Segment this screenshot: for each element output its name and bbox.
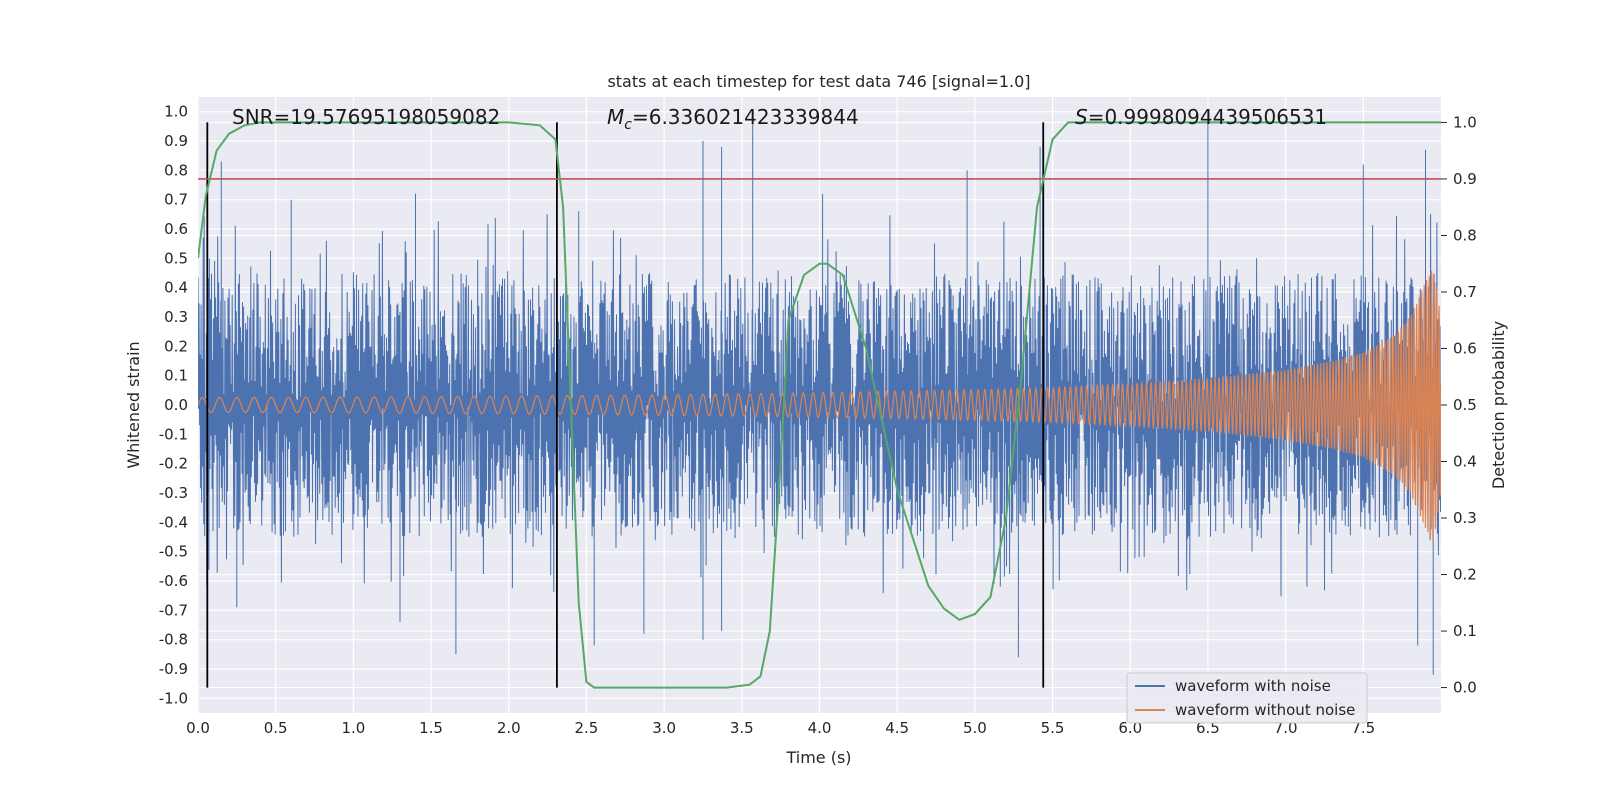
x-tick-label: 3.5 (730, 719, 754, 737)
y-right-tick-label: 0.7 (1453, 283, 1477, 301)
y-tick-label: 0.6 (164, 220, 188, 238)
y-tick-label: 1.0 (164, 103, 188, 121)
x-tick-label: 3.0 (652, 719, 676, 737)
y-right-tick-label: 0.0 (1453, 679, 1477, 697)
y-tick-label: -0.1 (159, 425, 188, 443)
y-tick-label: -0.7 (159, 601, 188, 619)
x-tick-label: 1.5 (419, 719, 443, 737)
y-tick-label: 0.7 (164, 191, 188, 209)
x-tick-label: 0.5 (264, 719, 288, 737)
y-right-tick-label: 0.9 (1453, 170, 1477, 188)
y-tick-label: 0.2 (164, 337, 188, 355)
snr-annotation: SNR=19.57695198059082 (232, 105, 500, 129)
y-tick-label: 0.5 (164, 249, 188, 267)
chirp-mass-annotation: Mc=6.336021423339844 (607, 105, 859, 133)
s-value: =0.9998094439506531 (1088, 105, 1327, 129)
noise-waveform-path (198, 111, 1441, 675)
legend-label-clean: waveform without noise (1175, 701, 1355, 719)
series-detection-probability (198, 121, 1441, 689)
legend-box (1126, 672, 1368, 724)
vertical-markers (206, 122, 1045, 688)
chirp-mass-symbol: M (607, 105, 624, 129)
y-right-tick-label: 0.2 (1453, 566, 1477, 584)
chirp-mass-value: =6.336021423339844 (632, 105, 859, 129)
x-tick-label: 2.0 (497, 719, 521, 737)
x-tick-label: 5.0 (963, 719, 987, 737)
probability-path (198, 121, 1441, 689)
y-right-tick-label: 1.0 (1453, 113, 1477, 131)
y-right-tick-label: 0.5 (1453, 396, 1477, 414)
x-tick-label: 2.5 (575, 719, 599, 737)
y-right-tick-label: 0.8 (1453, 226, 1477, 244)
s-annotation: S=0.9998094439506531 (1075, 105, 1327, 129)
s-symbol: S (1075, 105, 1088, 129)
y-right-tick-label: 0.1 (1453, 622, 1477, 640)
series-waveform-without-noise (198, 270, 1441, 542)
x-axis-title: Time (s) (785, 748, 851, 767)
y-tick-label: 0.3 (164, 308, 188, 326)
y-tick-label: -0.2 (159, 455, 188, 473)
y-right-tick-label: 0.3 (1453, 509, 1477, 527)
x-tick-label: 0.0 (186, 719, 210, 737)
chirp-mass-subscript: c (624, 117, 632, 133)
y-tick-label: -0.4 (159, 513, 188, 531)
y-tick-label: 0.4 (164, 279, 188, 297)
y-tick-label: 0.8 (164, 161, 188, 179)
y-tick-label: -0.8 (159, 631, 188, 649)
clean-waveform-path (198, 270, 1441, 542)
y-tick-label: -1.0 (159, 689, 188, 707)
y-tick-label: 0.9 (164, 132, 188, 150)
y-tick-label: -0.3 (159, 484, 188, 502)
x-tick-label: 5.5 (1041, 719, 1065, 737)
y-tick-label: 0.1 (164, 367, 188, 385)
y-axis-ticks: -1.0 -0.9 -0.8 -0.7 -0.6 -0.5 -0.4 -0.3 -0.2 -0.1… (159, 103, 188, 708)
x-tick-label: 1.0 (341, 719, 365, 737)
legend-label-noise: waveform with noise (1175, 677, 1331, 695)
x-tick-label: 4.5 (885, 719, 909, 737)
y-right-tick-label: 0.6 (1453, 339, 1477, 357)
y-axis-title: Whitened strain (124, 341, 143, 468)
series-waveform-with-noise (198, 111, 1441, 675)
y-right-axis-ticks: 0.0 0.1 0.2 0.3 0.4 0.5 0.6 0.7 0.8 0.9 1.0 (1441, 113, 1477, 697)
y-tick-label: -0.9 (159, 660, 188, 678)
chart-title: stats at each timestep for test data 746… (607, 72, 1030, 91)
y-tick-label: -0.6 (159, 572, 188, 590)
y-tick-label: -0.5 (159, 543, 188, 561)
y-right-axis-title: Detection probability (1489, 321, 1508, 489)
x-tick-label: 4.0 (808, 719, 832, 737)
legend: waveform with noise waveform without noi… (1126, 672, 1368, 724)
y-right-tick-label: 0.4 (1453, 453, 1477, 471)
y-tick-label: 0.0 (164, 396, 188, 414)
